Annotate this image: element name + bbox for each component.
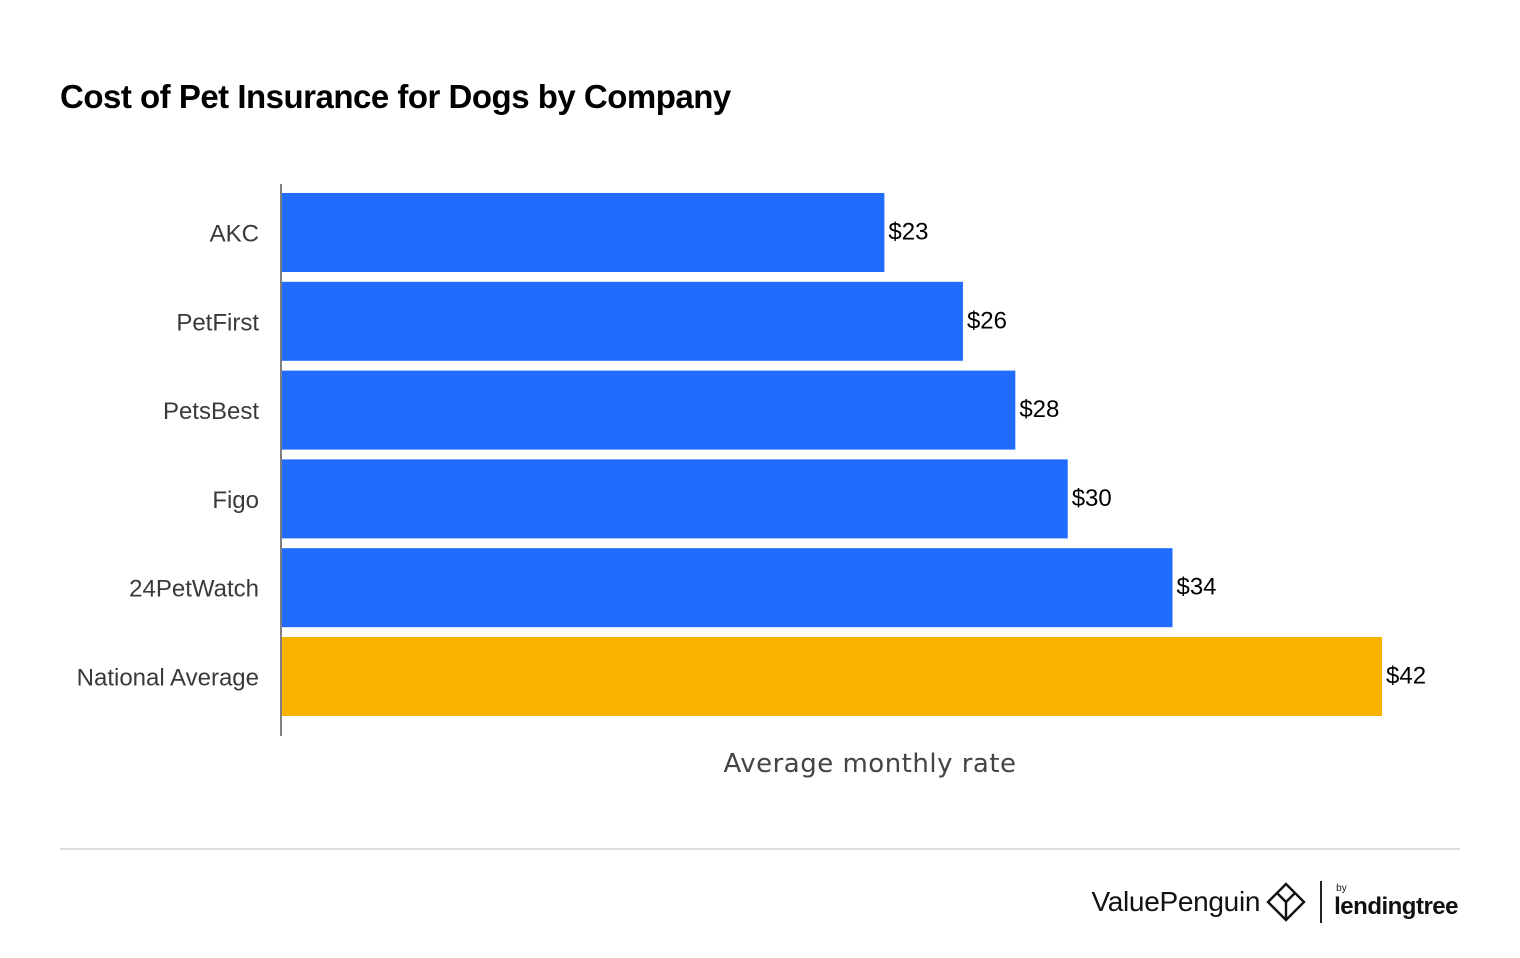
x-axis-title: Average monthly rate	[723, 749, 1016, 779]
bar-akc	[282, 193, 885, 272]
bar-24petwatch	[282, 548, 1173, 628]
brand-divider	[1320, 881, 1323, 923]
value-label: $26	[967, 307, 1007, 334]
value-label: $28	[1019, 396, 1059, 423]
value-label: $30	[1072, 485, 1112, 512]
bars-group: AKC $23 PetFirst $26 PetsBest $28 Figo $30 24Pet…	[77, 193, 1426, 716]
valuepenguin-diamond-icon	[1266, 882, 1306, 922]
by-label: by	[1336, 883, 1347, 894]
bar-national-average	[282, 637, 1382, 716]
bar-figo	[282, 459, 1068, 539]
value-label: $42	[1386, 663, 1426, 690]
category-label: 24PetWatch	[129, 576, 259, 603]
bar-petsbest	[282, 370, 1016, 450]
bar-chart: AKC $23 PetFirst $26 PetsBest $28 Figo $30 24Pet…	[77, 184, 1426, 779]
footer-divider	[60, 848, 1460, 850]
valuepenguin-logo-text: ValuePenguin	[1091, 886, 1261, 917]
brand-footer: ValuePenguin by lendingtree	[1091, 878, 1458, 926]
category-label: Figo	[212, 487, 259, 514]
category-label: PetsBest	[163, 398, 259, 425]
chart-title: Cost of Pet Insurance for Dogs by Compan…	[60, 78, 731, 115]
value-label: $34	[1176, 574, 1216, 601]
value-label: $23	[888, 219, 928, 246]
bar-petfirst	[282, 281, 963, 361]
category-label: AKC	[210, 221, 259, 248]
lendingtree-logo-text: lendingtree	[1334, 893, 1458, 920]
lendingtree-logo: by lendingtree	[1334, 884, 1458, 920]
category-label: National Average	[77, 665, 259, 692]
category-label: PetFirst	[176, 309, 259, 336]
